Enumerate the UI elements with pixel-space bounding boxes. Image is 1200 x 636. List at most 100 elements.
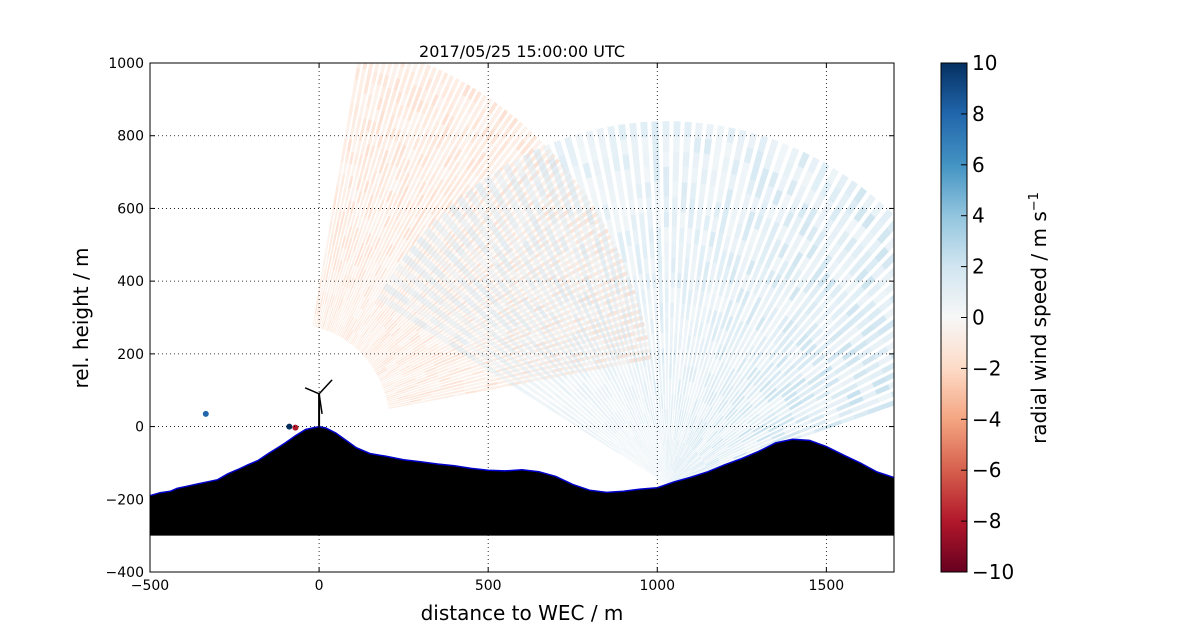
scan-cell bbox=[454, 135, 464, 148]
scan-cell bbox=[823, 277, 837, 293]
scan-cell bbox=[631, 460, 644, 470]
scan-cell bbox=[341, 248, 346, 261]
scan-cell bbox=[635, 454, 647, 466]
scan-cell bbox=[828, 383, 843, 394]
scan-cell bbox=[531, 374, 545, 386]
scan-cell bbox=[651, 121, 659, 137]
scan-cell bbox=[387, 217, 394, 230]
scan-cell bbox=[449, 174, 459, 187]
scan-cell bbox=[374, 172, 382, 185]
scan-cell bbox=[820, 317, 834, 332]
scan-cell bbox=[341, 274, 347, 286]
scan-cell bbox=[711, 394, 721, 408]
scan-cell bbox=[454, 259, 469, 275]
scan-cell bbox=[660, 318, 664, 334]
scan-cell bbox=[903, 340, 918, 353]
scan-cell bbox=[399, 225, 408, 237]
scan-cell bbox=[867, 405, 882, 415]
scan-cell bbox=[532, 199, 544, 216]
scan-cell bbox=[677, 463, 689, 475]
scan-cell bbox=[567, 183, 578, 200]
colorbar-tick-label: 0 bbox=[972, 306, 985, 330]
scan-cell bbox=[672, 197, 678, 213]
scan-cell bbox=[461, 184, 471, 196]
scan-cell bbox=[680, 427, 686, 442]
scan-cell bbox=[410, 398, 422, 403]
marker-point bbox=[202, 410, 209, 417]
scan-cell bbox=[434, 359, 446, 366]
scan-cell bbox=[320, 267, 325, 280]
scan-cell bbox=[654, 409, 659, 426]
scan-cell bbox=[745, 259, 756, 276]
scan-cell bbox=[504, 361, 519, 374]
scan-cell bbox=[756, 231, 767, 248]
scan-cell bbox=[414, 341, 425, 350]
scan-cell bbox=[697, 198, 705, 215]
scan-cell bbox=[441, 346, 452, 354]
scan-cell bbox=[465, 128, 475, 141]
scan-cell bbox=[764, 323, 776, 338]
scan-cell bbox=[461, 373, 473, 379]
scan-cell bbox=[631, 306, 638, 322]
scan-cell bbox=[378, 329, 388, 340]
scan-cell bbox=[644, 319, 650, 335]
scan-cell bbox=[698, 337, 705, 354]
scan-cell bbox=[410, 176, 419, 189]
scan-cell bbox=[374, 237, 381, 249]
scan-cell bbox=[923, 351, 938, 363]
scan-cell bbox=[520, 318, 533, 333]
scan-cell bbox=[490, 132, 500, 145]
scan-cell bbox=[406, 299, 422, 314]
scan-cell bbox=[315, 315, 320, 328]
scan-cell bbox=[555, 204, 566, 221]
scan-cell bbox=[428, 377, 440, 383]
scan-cell bbox=[576, 367, 588, 381]
scan-cell bbox=[642, 243, 648, 259]
scan-cell bbox=[408, 231, 417, 243]
scan-cell bbox=[386, 340, 397, 350]
scan-cell bbox=[509, 268, 522, 284]
scan-cell bbox=[790, 269, 803, 285]
scan-cell bbox=[597, 221, 607, 238]
scan-cell bbox=[803, 189, 816, 206]
scan-cell bbox=[582, 428, 596, 439]
scan-cell bbox=[530, 270, 543, 286]
scan-cell bbox=[333, 209, 339, 222]
scan-cell bbox=[404, 325, 414, 335]
scan-cell bbox=[327, 257, 332, 270]
colorbar-label: radial wind speed / m s−1 bbox=[1027, 192, 1051, 444]
scan-cell bbox=[371, 306, 380, 317]
scan-cell bbox=[840, 376, 855, 387]
scan-cell bbox=[590, 355, 601, 371]
scan-cell bbox=[451, 118, 460, 132]
scan-cell bbox=[388, 76, 395, 89]
scan-cell bbox=[718, 399, 729, 414]
scan-cell bbox=[614, 217, 622, 233]
scan-cell bbox=[692, 464, 706, 472]
scan-cell bbox=[340, 326, 347, 338]
scan-cell bbox=[715, 328, 724, 344]
scan-cell bbox=[424, 214, 433, 226]
scan-cell bbox=[687, 397, 693, 413]
scan-cell bbox=[670, 287, 675, 304]
scan-cell bbox=[777, 335, 790, 350]
scan-cell bbox=[334, 309, 340, 322]
scan-cell bbox=[617, 231, 625, 248]
scan-cell bbox=[553, 140, 565, 157]
scan-cell bbox=[878, 208, 893, 226]
scan-cell bbox=[424, 367, 436, 373]
scan-cell bbox=[361, 93, 367, 106]
scan-cell bbox=[686, 451, 697, 463]
scan-cell bbox=[455, 353, 467, 361]
scan-cell bbox=[667, 473, 678, 485]
scan-cell bbox=[715, 397, 726, 412]
scan-cell bbox=[667, 470, 673, 485]
scan-cell bbox=[759, 380, 772, 393]
scan-cell bbox=[428, 380, 440, 386]
scan-cell bbox=[387, 397, 399, 402]
scan-cell bbox=[693, 465, 707, 473]
scan-cell bbox=[440, 382, 453, 388]
scan-cell bbox=[864, 397, 880, 408]
scan-cell bbox=[480, 125, 491, 138]
scan-cell bbox=[691, 461, 705, 470]
